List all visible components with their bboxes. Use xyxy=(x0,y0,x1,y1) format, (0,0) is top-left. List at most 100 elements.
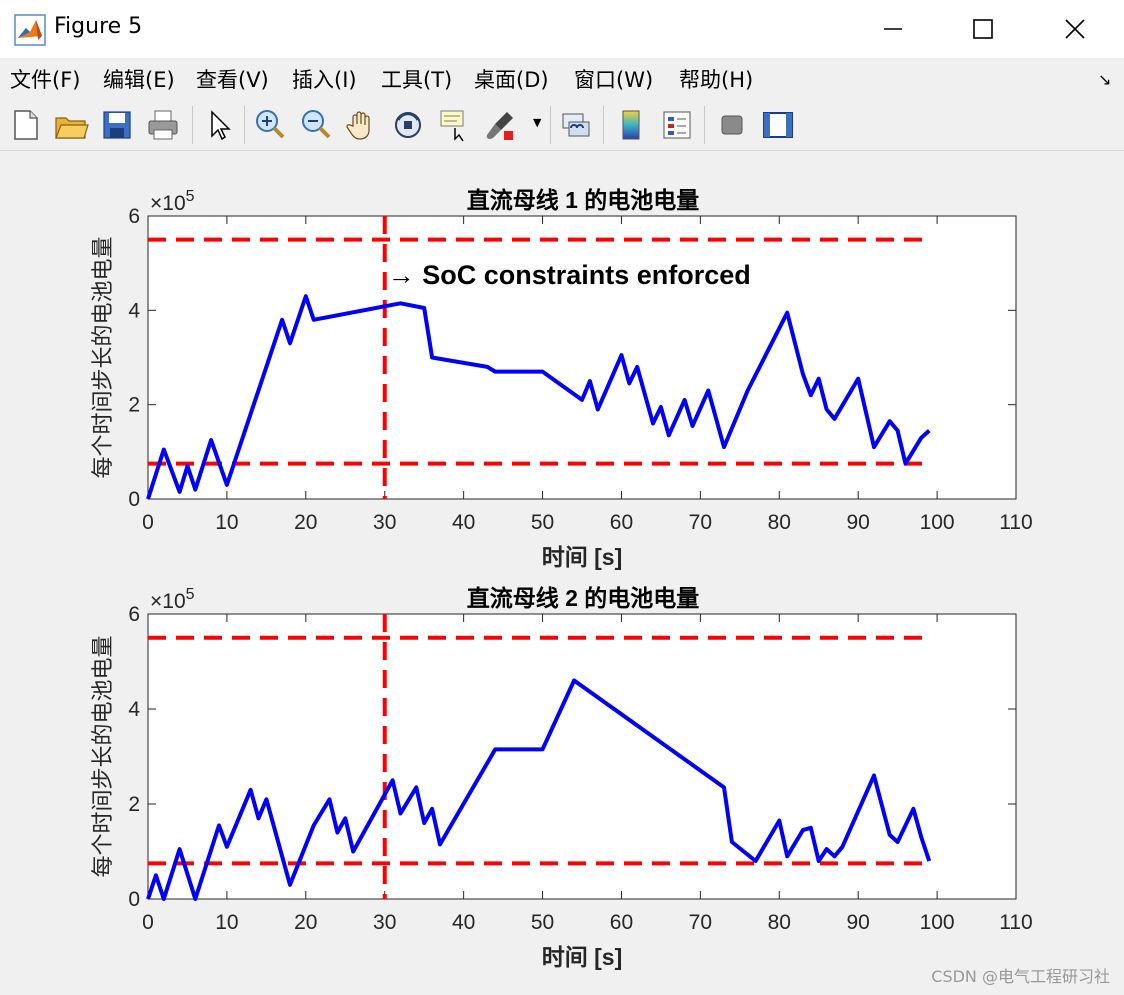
chart-2-plot-area xyxy=(147,613,1017,900)
chart-1-x-tick-label: 0 xyxy=(142,511,154,534)
chart-2-x-tick-label: 10 xyxy=(215,911,238,934)
show-plot-tools-icon xyxy=(763,112,793,138)
chart-1-y-tick-label: 2 xyxy=(128,394,140,417)
chart-2-y-tick-label: 2 xyxy=(128,793,140,816)
toolbar-separator xyxy=(603,106,604,144)
chart-1-x-tick-label: 80 xyxy=(768,511,791,534)
window-title: Figure 5 xyxy=(54,14,143,39)
toolbar-separator xyxy=(704,106,705,144)
chart-2-y-exponent-label: ×105 xyxy=(150,586,195,613)
maximize-icon xyxy=(973,19,993,39)
menu-help[interactable]: 帮助(H) xyxy=(679,68,754,92)
chart-2-x-tick-label: 40 xyxy=(452,911,475,934)
chart-2-x-tick-label: 20 xyxy=(294,911,317,934)
chart-1-x-axis-label: 时间 [s] xyxy=(542,544,623,570)
menu-bar xyxy=(0,58,1124,98)
zoom-in-icon xyxy=(256,110,285,139)
chart-2-y-tick-label: 6 xyxy=(128,603,140,626)
chart-1-plot-area xyxy=(147,215,1017,500)
open-file-button[interactable] xyxy=(52,106,90,144)
chart-1-y-axis-label: 每个时间步长的电池电量 xyxy=(90,236,115,478)
chart-2-x-tick-label: 110 xyxy=(999,911,1032,934)
toolbar-separator xyxy=(244,106,245,144)
menu-tools[interactable]: 工具(T) xyxy=(381,68,453,92)
toolbar-separator xyxy=(192,106,193,144)
chart-2-x-tick-label: 90 xyxy=(847,911,870,934)
chart-2-x-tick-label: 100 xyxy=(920,911,955,934)
pan-hand-icon xyxy=(346,111,370,140)
pan-hand-button[interactable] xyxy=(343,106,381,144)
menu-edit[interactable]: 编辑(E) xyxy=(103,68,175,92)
new-figure-button[interactable] xyxy=(6,106,44,144)
brush-button[interactable] xyxy=(481,106,519,144)
chart-2-series-line xyxy=(146,678,932,901)
chart-1-x-tick-label: 20 xyxy=(294,511,317,534)
chart-1-x-tick-label: 90 xyxy=(847,511,870,534)
data-cursor-button[interactable] xyxy=(435,106,473,144)
select-pointer-button[interactable] xyxy=(200,106,238,144)
minimize-button[interactable] xyxy=(848,0,938,58)
chart-1-title: 直流母线 1 的电池电量 xyxy=(467,187,700,213)
brush-icon xyxy=(486,112,513,140)
menu-view[interactable]: 查看(V) xyxy=(196,68,269,92)
chart-1-x-tick-label: 30 xyxy=(373,511,396,534)
toolbar-separator xyxy=(550,106,551,144)
save-icon xyxy=(103,111,131,139)
hide-plot-tools-icon xyxy=(721,115,743,135)
chart-2-x-tick-label: 60 xyxy=(610,911,633,934)
menu-window[interactable]: 窗口(W) xyxy=(574,68,654,92)
new-figure-icon xyxy=(14,110,38,140)
link-plot-button[interactable] xyxy=(557,106,595,144)
chart-2-y-tick-label: 4 xyxy=(128,698,140,721)
colorbar-button[interactable] xyxy=(612,106,650,144)
title-bar: Figure 5 xyxy=(0,0,1124,58)
chart-1-y-tick-label: 6 xyxy=(128,205,140,228)
data-cursor-icon xyxy=(440,110,464,142)
watermark: CSDN @电气工程研习社 xyxy=(931,967,1110,986)
chart-2-y-tick-label: 0 xyxy=(128,888,140,911)
zoom-out-button[interactable] xyxy=(297,106,335,144)
show-plot-tools-button[interactable] xyxy=(759,106,797,144)
rotate-3d-button[interactable] xyxy=(389,106,427,144)
menu-desktop[interactable]: 桌面(D) xyxy=(474,68,549,92)
print-icon xyxy=(148,110,178,140)
brush-dropdown-icon[interactable]: ▼ xyxy=(533,116,542,129)
expand-arrow-icon[interactable]: ↘ xyxy=(1098,70,1112,89)
chart-1-x-tick-label: 110 xyxy=(999,511,1032,534)
chart-2-y-axis-label: 每个时间步长的电池电量 xyxy=(90,635,115,877)
chart-1-annotation-text: → SoC constraints enforced xyxy=(388,260,751,290)
chart-2-x-tick-label: 80 xyxy=(768,911,791,934)
print-button[interactable] xyxy=(144,106,182,144)
maximize-button[interactable] xyxy=(938,0,1028,58)
chart-1-series-line xyxy=(146,294,931,500)
menu-file[interactable]: 文件(F) xyxy=(10,68,81,92)
chart-1-x-tick-label: 60 xyxy=(610,511,633,534)
close-icon xyxy=(1065,19,1085,39)
chart-1-x-tick-label: 100 xyxy=(920,511,955,534)
chart-2-x-tick-label: 50 xyxy=(531,911,554,934)
zoom-out-icon xyxy=(302,110,331,139)
chart-1-y-tick-label: 0 xyxy=(128,488,140,511)
chart-2-x-axis-label: 时间 [s] xyxy=(542,944,623,970)
colorbar-icon xyxy=(622,110,640,140)
chart-1-x-tick-label: 50 xyxy=(531,511,554,534)
save-button[interactable] xyxy=(98,106,136,144)
chart-1-x-tick-label: 40 xyxy=(452,511,475,534)
link-plot-icon xyxy=(562,113,590,137)
zoom-in-button[interactable] xyxy=(251,106,289,144)
matlab-logo-icon xyxy=(14,14,46,46)
rotate-3d-icon xyxy=(395,112,421,138)
hide-plot-tools-button[interactable] xyxy=(713,106,751,144)
chart-2-x-tick-label: 30 xyxy=(373,911,396,934)
legend-button[interactable] xyxy=(658,106,696,144)
chart-2-title: 直流母线 2 的电池电量 xyxy=(467,585,700,611)
menu-insert[interactable]: 插入(I) xyxy=(292,68,357,92)
chart-1-x-tick-label: 10 xyxy=(215,511,238,534)
chart-1-y-exponent-label: ×105 xyxy=(150,188,195,215)
close-button[interactable] xyxy=(1030,0,1120,58)
legend-icon xyxy=(663,111,691,139)
chart-2-x-tick-label: 70 xyxy=(689,911,712,934)
toolbar xyxy=(0,100,1124,151)
minimize-icon xyxy=(884,28,902,30)
